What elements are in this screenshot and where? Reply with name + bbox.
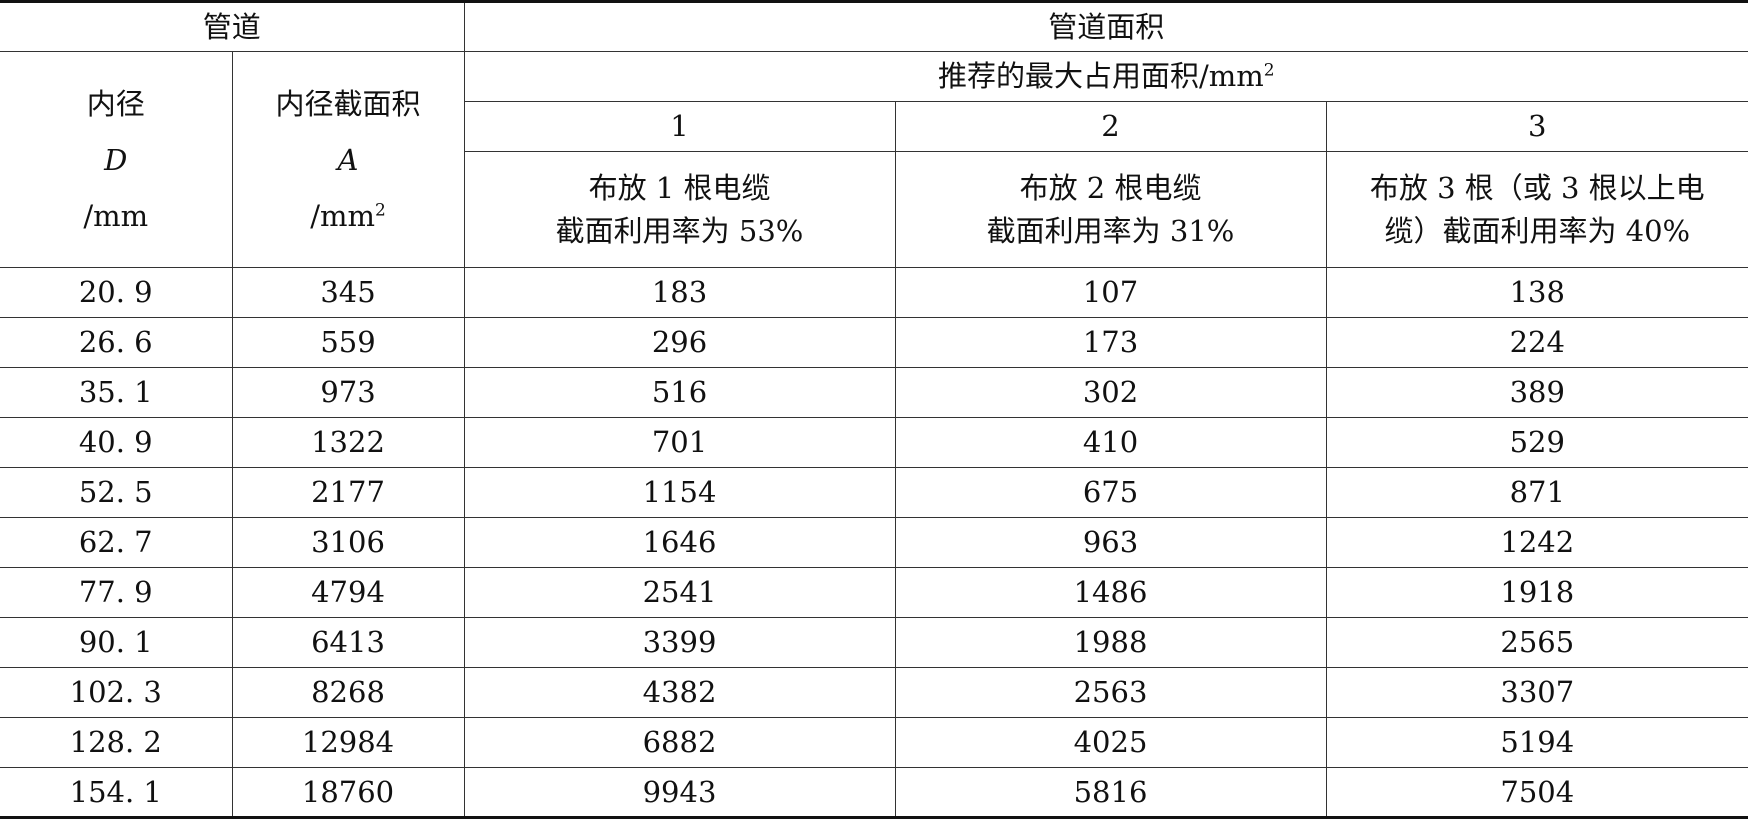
table-cell: 963 xyxy=(894,517,1327,568)
table-cell: 389 xyxy=(1325,367,1748,418)
table-row: 26. 6 559 296 173 224 xyxy=(0,317,1748,368)
table-row: 154. 1 18760 9943 5816 7504 xyxy=(0,767,1748,819)
table-cell: 90. 1 xyxy=(0,617,233,668)
column-number-2: 2 xyxy=(894,101,1327,152)
table-cell: 183 xyxy=(463,267,896,318)
table-cell: 224 xyxy=(1325,317,1748,368)
header-row-2: 内径 D /mm 内径截面积 A /mm2 推荐的最大占用面积/mm2 xyxy=(0,51,1748,268)
table-cell: 675 xyxy=(894,467,1327,518)
table-row: 35. 1 973 516 302 389 xyxy=(0,367,1748,418)
table-cell: 529 xyxy=(1325,417,1748,468)
table-cell: 128. 2 xyxy=(0,717,233,768)
table-cell: 4382 xyxy=(463,667,896,718)
header-recommended: 推荐的最大占用面积/mm2 xyxy=(463,51,1748,102)
table-cell: 5816 xyxy=(894,767,1327,819)
inner-diameter-symbol: D xyxy=(104,142,128,177)
column-desc-2-line1: 布放 2 根电缆 xyxy=(1019,170,1202,205)
table-cell: 102. 3 xyxy=(0,667,233,718)
table-cell: 52. 5 xyxy=(0,467,233,518)
table-cell: 2563 xyxy=(894,667,1327,718)
table-cell: 12984 xyxy=(231,717,465,768)
inner-diameter-label: 内径 xyxy=(86,86,145,121)
table-row: 128. 2 12984 6882 4025 5194 xyxy=(0,717,1748,768)
table-cell: 107 xyxy=(894,267,1327,318)
header-inner-area: 内径截面积 A /mm2 xyxy=(231,51,465,268)
table-cell: 2177 xyxy=(231,467,465,518)
table-cell: 40. 9 xyxy=(0,417,233,468)
table-cell: 18760 xyxy=(231,767,465,819)
table-cell: 26. 6 xyxy=(0,317,233,368)
column-number-1: 1 xyxy=(463,101,896,152)
table-cell: 62. 7 xyxy=(0,517,233,568)
table-cell: 345 xyxy=(231,267,465,318)
table-cell: 1154 xyxy=(463,467,896,518)
column-number-3: 3 xyxy=(1325,101,1748,152)
table-cell: 4794 xyxy=(231,567,465,618)
table-cell: 3307 xyxy=(1325,667,1748,718)
table-cell: 559 xyxy=(231,317,465,368)
table-cell: 7504 xyxy=(1325,767,1748,819)
header-inner-diameter: 内径 D /mm xyxy=(0,51,233,268)
table-cell: 35. 1 xyxy=(0,367,233,418)
recommended-label: 推荐的最大占用面积/mm xyxy=(937,59,1264,94)
table-cell: 5194 xyxy=(1325,717,1748,768)
column-desc-1-line1: 布放 1 根电缆 xyxy=(588,170,771,205)
table-cell: 1646 xyxy=(463,517,896,568)
table-cell: 138 xyxy=(1325,267,1748,318)
table-cell: 2541 xyxy=(463,567,896,618)
table-cell: 1322 xyxy=(231,417,465,468)
table-cell: 1988 xyxy=(894,617,1327,668)
column-desc-3-line1: 布放 3 根（或 3 根以上电 xyxy=(1369,170,1705,205)
table-cell: 1486 xyxy=(894,567,1327,618)
table-cell: 1918 xyxy=(1325,567,1748,618)
header-pipe: 管道 xyxy=(0,0,465,52)
inner-diameter-unit: /mm xyxy=(83,198,149,233)
recommended-sup: 2 xyxy=(1263,60,1275,81)
header-row-1: 管道 管道面积 xyxy=(0,0,1748,52)
table-cell: 302 xyxy=(894,367,1327,418)
table-cell: 9943 xyxy=(463,767,896,819)
inner-area-unit: /mm xyxy=(310,198,375,233)
table-cell: 20. 9 xyxy=(0,267,233,318)
inner-area-unit-line: /mm2 xyxy=(233,188,464,244)
table-row: 102. 3 8268 4382 2563 3307 xyxy=(0,667,1748,718)
column-desc-2-line2: 截面利用率为 31% xyxy=(986,213,1235,248)
table-cell: 3399 xyxy=(463,617,896,668)
inner-area-label: 内径截面积 xyxy=(275,86,421,121)
inner-area-unit-sup: 2 xyxy=(374,199,386,220)
column-desc-3-line2: 缆）截面利用率为 40% xyxy=(1384,213,1691,248)
table-cell: 6413 xyxy=(231,617,465,668)
table-row: 90. 1 6413 3399 1988 2565 xyxy=(0,617,1748,668)
table-cell: 4025 xyxy=(894,717,1327,768)
table-cell: 516 xyxy=(463,367,896,418)
table-cell: 410 xyxy=(894,417,1327,468)
table-cell: 973 xyxy=(231,367,465,418)
table-row: 20. 9 345 183 107 138 xyxy=(0,267,1748,318)
column-desc-1-line2: 截面利用率为 53% xyxy=(555,213,804,248)
inner-area-symbol: A xyxy=(337,142,359,177)
header-pipe-area: 管道面积 xyxy=(463,0,1748,52)
table-cell: 6882 xyxy=(463,717,896,768)
table-cell: 154. 1 xyxy=(0,767,233,819)
column-desc-2: 布放 2 根电缆 截面利用率为 31% xyxy=(894,151,1327,268)
table-cell: 8268 xyxy=(231,667,465,718)
column-desc-1: 布放 1 根电缆 截面利用率为 53% xyxy=(463,151,896,268)
table-cell: 296 xyxy=(463,317,896,368)
table-cell: 3106 xyxy=(231,517,465,568)
column-desc-3: 布放 3 根（或 3 根以上电 缆）截面利用率为 40% xyxy=(1325,151,1748,268)
table-cell: 871 xyxy=(1325,467,1748,518)
table-cell: 701 xyxy=(463,417,896,468)
table-row: 52. 5 2177 1154 675 871 xyxy=(0,467,1748,518)
table-cell: 2565 xyxy=(1325,617,1748,668)
table-cell: 77. 9 xyxy=(0,567,233,618)
table-cell: 173 xyxy=(894,317,1327,368)
table-row: 40. 9 1322 701 410 529 xyxy=(0,417,1748,468)
table-cell: 1242 xyxy=(1325,517,1748,568)
table-row: 77. 9 4794 2541 1486 1918 xyxy=(0,567,1748,618)
table-row: 62. 7 3106 1646 963 1242 xyxy=(0,517,1748,568)
